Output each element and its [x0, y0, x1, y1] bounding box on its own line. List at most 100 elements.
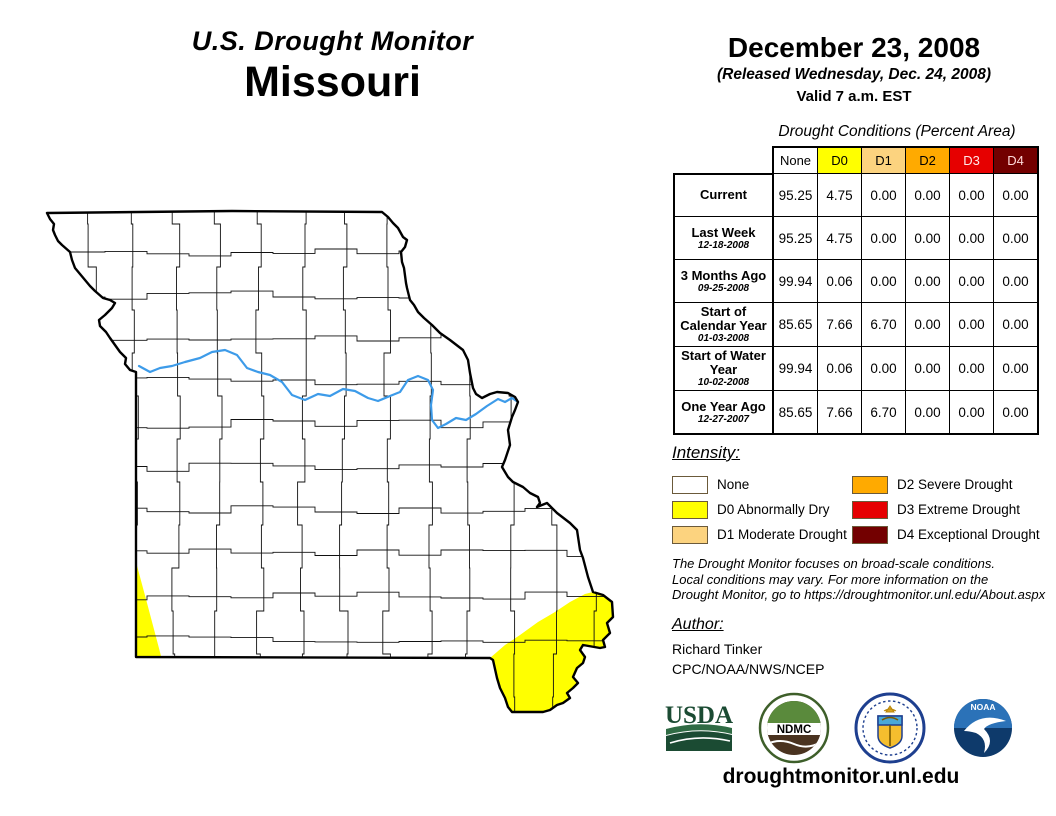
missouri-river	[137, 348, 520, 430]
ndmc-band	[767, 723, 821, 735]
d0-area-southeast-bootheel	[490, 592, 613, 712]
value-cell: 0.00	[949, 259, 994, 303]
table-row: One Year Ago 12-27-2007 85.65 7.66 6.70 0.00 0…	[673, 390, 1039, 435]
value-cell: 0.00	[905, 346, 950, 391]
legend-item: None	[672, 472, 852, 497]
value-cell: 0.00	[993, 390, 1039, 435]
table-row: Start of Calendar Year 01-03-2008 85.65 7.6…	[673, 302, 1039, 347]
column-header-d4: D4	[993, 146, 1039, 174]
usda-field-stripe	[669, 737, 731, 744]
row-sublabel-date: 12-27-2007	[697, 413, 750, 425]
value-cell: 0.00	[861, 346, 906, 391]
legend-swatch	[852, 475, 888, 494]
ndmc-wave	[767, 740, 821, 748]
value-cell: 85.65	[772, 302, 818, 347]
row-label: One Year Ago 12-27-2007	[673, 390, 774, 435]
legend-swatch	[672, 525, 708, 544]
valid-time: Valid 7 a.m. EST	[796, 88, 912, 105]
site-url: droughtmonitor.unl.edu	[722, 765, 960, 788]
noaa-logo-text: NOAA	[970, 702, 995, 712]
value-cell: 99.94	[772, 346, 818, 391]
table-title: Drought Conditions (Percent Area)	[778, 123, 1016, 140]
value-cell: 0.00	[861, 259, 906, 303]
state-outline	[45, 209, 615, 714]
report-title: U.S. Drought Monitor	[191, 26, 474, 56]
missouri-drought-map	[32, 190, 652, 780]
value-cell: 0.00	[949, 216, 994, 260]
value-cell: 0.00	[993, 216, 1039, 260]
value-cell: 0.00	[993, 346, 1039, 391]
value-cell: 7.66	[817, 302, 862, 347]
intensity-legend: Intensity: None D0 Abnormally Dry D1 Moder…	[672, 443, 1044, 547]
row-sublabel-date: 10-02-2008	[697, 377, 750, 388]
logo-row: USDA NDMC NOAA	[664, 692, 1016, 764]
value-cell: 7.66	[817, 390, 862, 435]
column-header-d2: D2	[905, 146, 950, 174]
row-label: Start of Calendar Year 01-03-2008	[673, 302, 774, 347]
legend-label: D3 Extreme Drought	[897, 502, 1021, 517]
author-block: Author: Richard Tinker CPC/NOAA/NWS/NCEP	[672, 616, 824, 677]
value-cell: 0.00	[993, 302, 1039, 347]
table-corner-cell	[674, 147, 773, 174]
column-header-d1: D1	[861, 146, 906, 174]
row-sublabel-date: 12-18-2008	[697, 239, 750, 251]
table-row: Start of Water Year 10-02-2008 99.94 0.06 0.…	[673, 346, 1039, 391]
value-cell: 0.00	[861, 216, 906, 260]
release-note: (Released Wednesday, Dec. 24, 2008)	[717, 66, 991, 83]
title-block: U.S. Drought Monitor Missouri	[130, 26, 535, 107]
missouri-map-svg	[45, 209, 615, 714]
legend-swatch	[852, 500, 888, 519]
row-label: Current	[673, 172, 774, 217]
row-sublabel-date: 01-03-2008	[697, 333, 750, 344]
drought-conditions-table: None D0 D1 D2 D3 D4 Current 95.25 4.75 0.00 0.00 0.…	[673, 146, 1039, 435]
value-cell: 4.75	[817, 216, 862, 260]
row-label: Last Week 12-18-2008	[673, 216, 774, 260]
value-cell: 6.70	[861, 302, 906, 347]
value-cell: 0.00	[905, 173, 950, 217]
legend-swatch	[672, 475, 708, 494]
state-name: Missouri	[244, 58, 421, 106]
value-cell: 0.06	[817, 259, 862, 303]
noaa-logo: NOAA	[951, 696, 1015, 760]
value-cell: 0.00	[993, 173, 1039, 217]
legend-label: D2 Severe Drought	[897, 477, 1013, 492]
legend-swatch	[852, 525, 888, 544]
legend-label: None	[717, 477, 750, 492]
legend-item: D1 Moderate Drought	[672, 522, 852, 547]
disclaimer-text: The Drought Monitor focuses on broad-sca…	[672, 556, 1046, 602]
ndmc-logo-text: NDMC	[777, 724, 812, 736]
date-block: December 23, 2008 (Released Wednesday, D…	[688, 32, 1020, 105]
value-cell: 0.00	[949, 173, 994, 217]
author-org: CPC/NOAA/NWS/NCEP	[672, 661, 825, 677]
value-cell: 0.00	[905, 259, 950, 303]
row-sublabel-date: 09-25-2008	[697, 282, 750, 294]
doc-eagle	[883, 705, 897, 713]
legend-label: D4 Exceptional Drought	[897, 527, 1040, 542]
row-label: Start of Water Year 10-02-2008	[673, 346, 774, 391]
legend-heading: Intensity:	[672, 443, 741, 462]
legend-grid: None D0 Abnormally Dry D1 Moderate Drought…	[672, 472, 1044, 547]
row-label: 3 Months Ago 09-25-2008	[673, 259, 774, 303]
value-cell: 0.00	[905, 302, 950, 347]
value-cell: 4.75	[817, 173, 862, 217]
report-date: December 23, 2008	[727, 32, 981, 63]
value-cell: 0.00	[949, 390, 994, 435]
table-row: 3 Months Ago 09-25-2008 99.94 0.06 0.00 0.00 0…	[673, 259, 1039, 303]
usda-field-swoosh	[666, 724, 732, 735]
legend-item: D2 Severe Drought	[852, 472, 1044, 497]
value-cell: 0.00	[861, 173, 906, 217]
value-cell: 0.00	[905, 216, 950, 260]
value-cell: 99.94	[772, 259, 818, 303]
value-cell: 6.70	[861, 390, 906, 435]
column-header-d0: D0	[817, 146, 862, 174]
legend-swatch	[672, 500, 708, 519]
author-name: Richard Tinker	[672, 641, 763, 657]
legend-item: D4 Exceptional Drought	[852, 522, 1044, 547]
usda-field-band	[666, 731, 732, 751]
doc-shield-ship	[881, 716, 899, 721]
noaa-gull	[964, 717, 1006, 753]
legend-label: D1 Moderate Drought	[717, 527, 847, 542]
commerce-seal-logo	[854, 692, 926, 764]
value-cell: 95.25	[772, 173, 818, 217]
value-cell: 0.00	[949, 346, 994, 391]
